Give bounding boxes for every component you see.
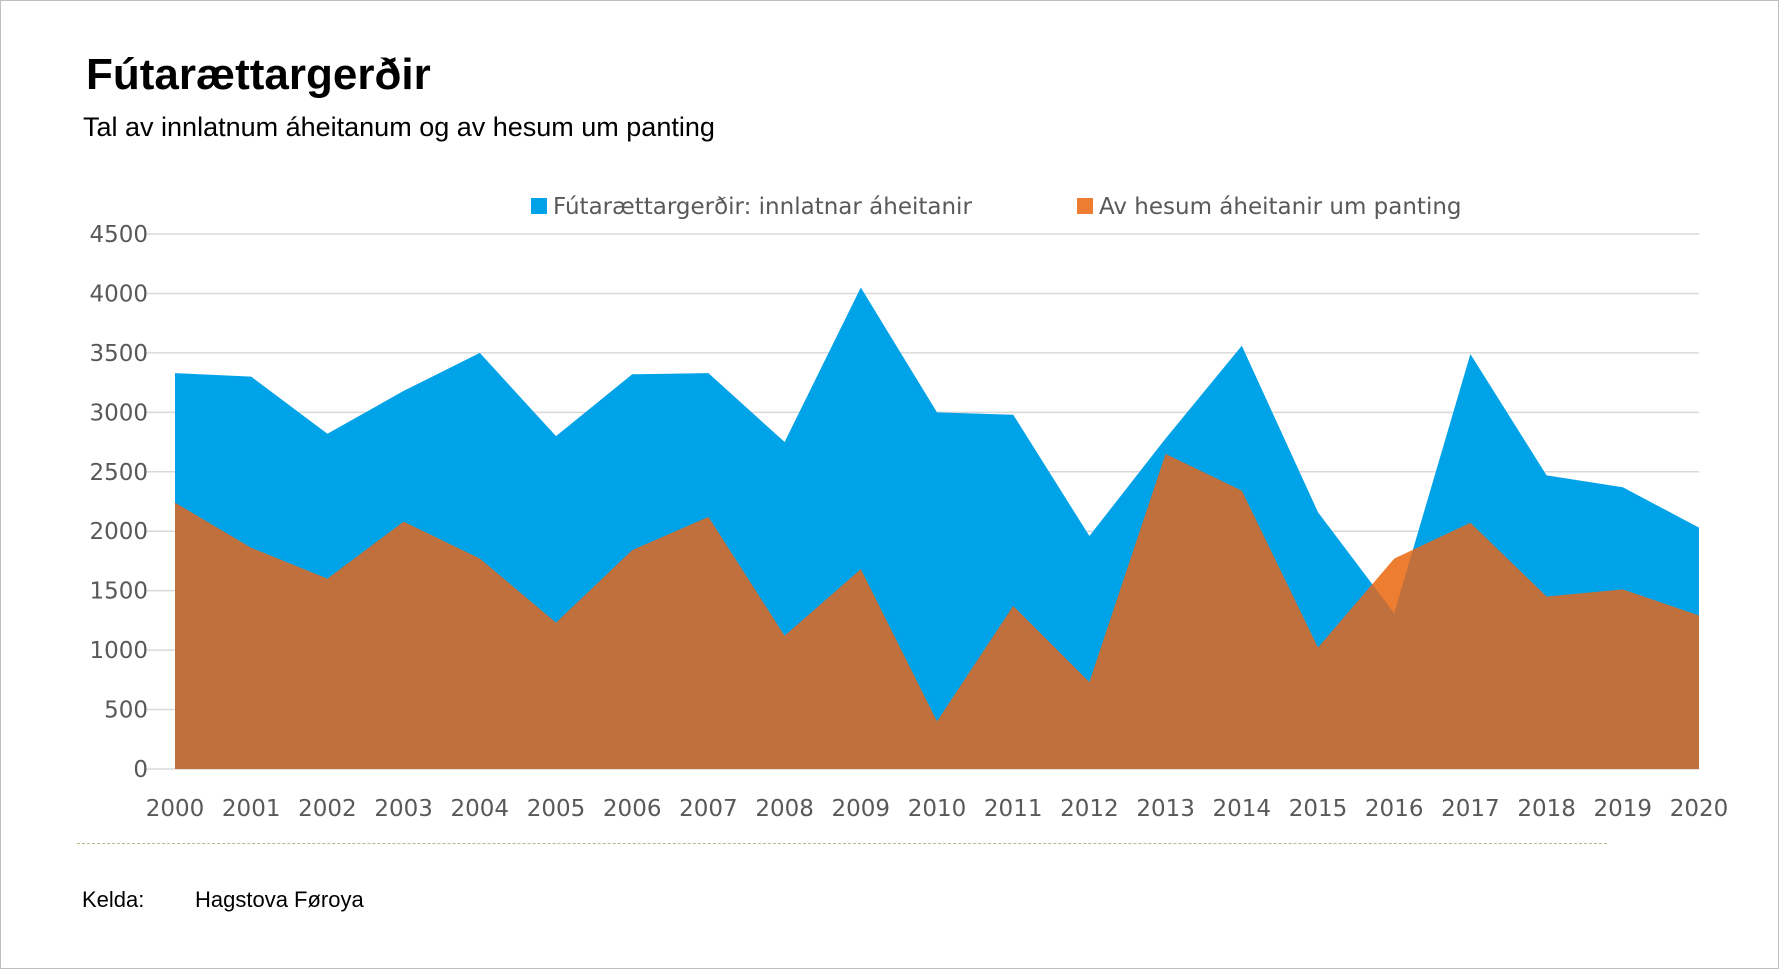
x-tick-label: 2013 [1136,796,1195,822]
x-tick-label: 2015 [1289,796,1348,822]
x-tick-label: 2012 [1060,796,1119,822]
y-tick-label: 4500 [89,222,148,248]
y-tick-label: 500 [104,698,148,724]
x-tick-label: 2020 [1670,796,1729,822]
source-value: Hagstova Føroya [195,887,364,912]
x-tick-label: 2009 [832,796,891,822]
y-tick-label: 3000 [89,400,148,426]
y-tick-label: 0 [133,757,148,783]
x-tick-label: 2001 [222,796,281,822]
x-tick-label: 2018 [1517,796,1576,822]
x-tick-label: 2004 [451,796,510,822]
y-tick-label: 3500 [89,341,148,367]
x-tick-label: 2007 [679,796,738,822]
x-tick-label: 2010 [908,796,967,822]
y-tick-label: 1500 [89,579,148,605]
x-tick-label: 2000 [146,796,205,822]
y-tick-label: 2000 [89,519,148,545]
x-tick-label: 2017 [1441,796,1500,822]
legend-label: Av hesum áheitanir um panting [1099,194,1462,220]
y-tick-label: 4000 [89,281,148,307]
y-tick-label: 1000 [89,638,148,664]
y-axis-ticks: 0 500 1000 1500 2000 2500 3000 3500 4000 4500 [89,222,148,783]
x-axis-ticks: 2000 2001 2002 2003 2004 2005 2006 2007 2008 2009… [146,796,1729,822]
legend-swatch [1077,198,1093,214]
y-tick-label: 2500 [89,460,148,486]
x-tick-label: 2014 [1213,796,1272,822]
x-tick-label: 2003 [374,796,433,822]
legend-label: Fútarættargerðir: innlatnar áheitanir [553,194,972,220]
x-tick-label: 2011 [984,796,1043,822]
x-tick-label: 2002 [298,796,357,822]
areas [175,287,1699,769]
x-tick-label: 2008 [755,796,814,822]
source-label: Kelda: [82,887,145,912]
legend: Fútarættargerðir: innlatnar áheitanir Av … [531,194,1462,220]
footer-divider [77,843,1607,844]
series-area-overlap [175,453,1699,769]
chart-subtitle: Tal av innlatnum áheitanum og av hesum u… [83,112,715,142]
legend-swatch [531,198,547,214]
x-tick-label: 2019 [1594,796,1653,822]
x-tick-label: 2006 [603,796,662,822]
x-tick-label: 2016 [1365,796,1424,822]
chart-title: Fútarættargerðir [86,50,431,99]
x-tick-label: 2005 [527,796,586,822]
